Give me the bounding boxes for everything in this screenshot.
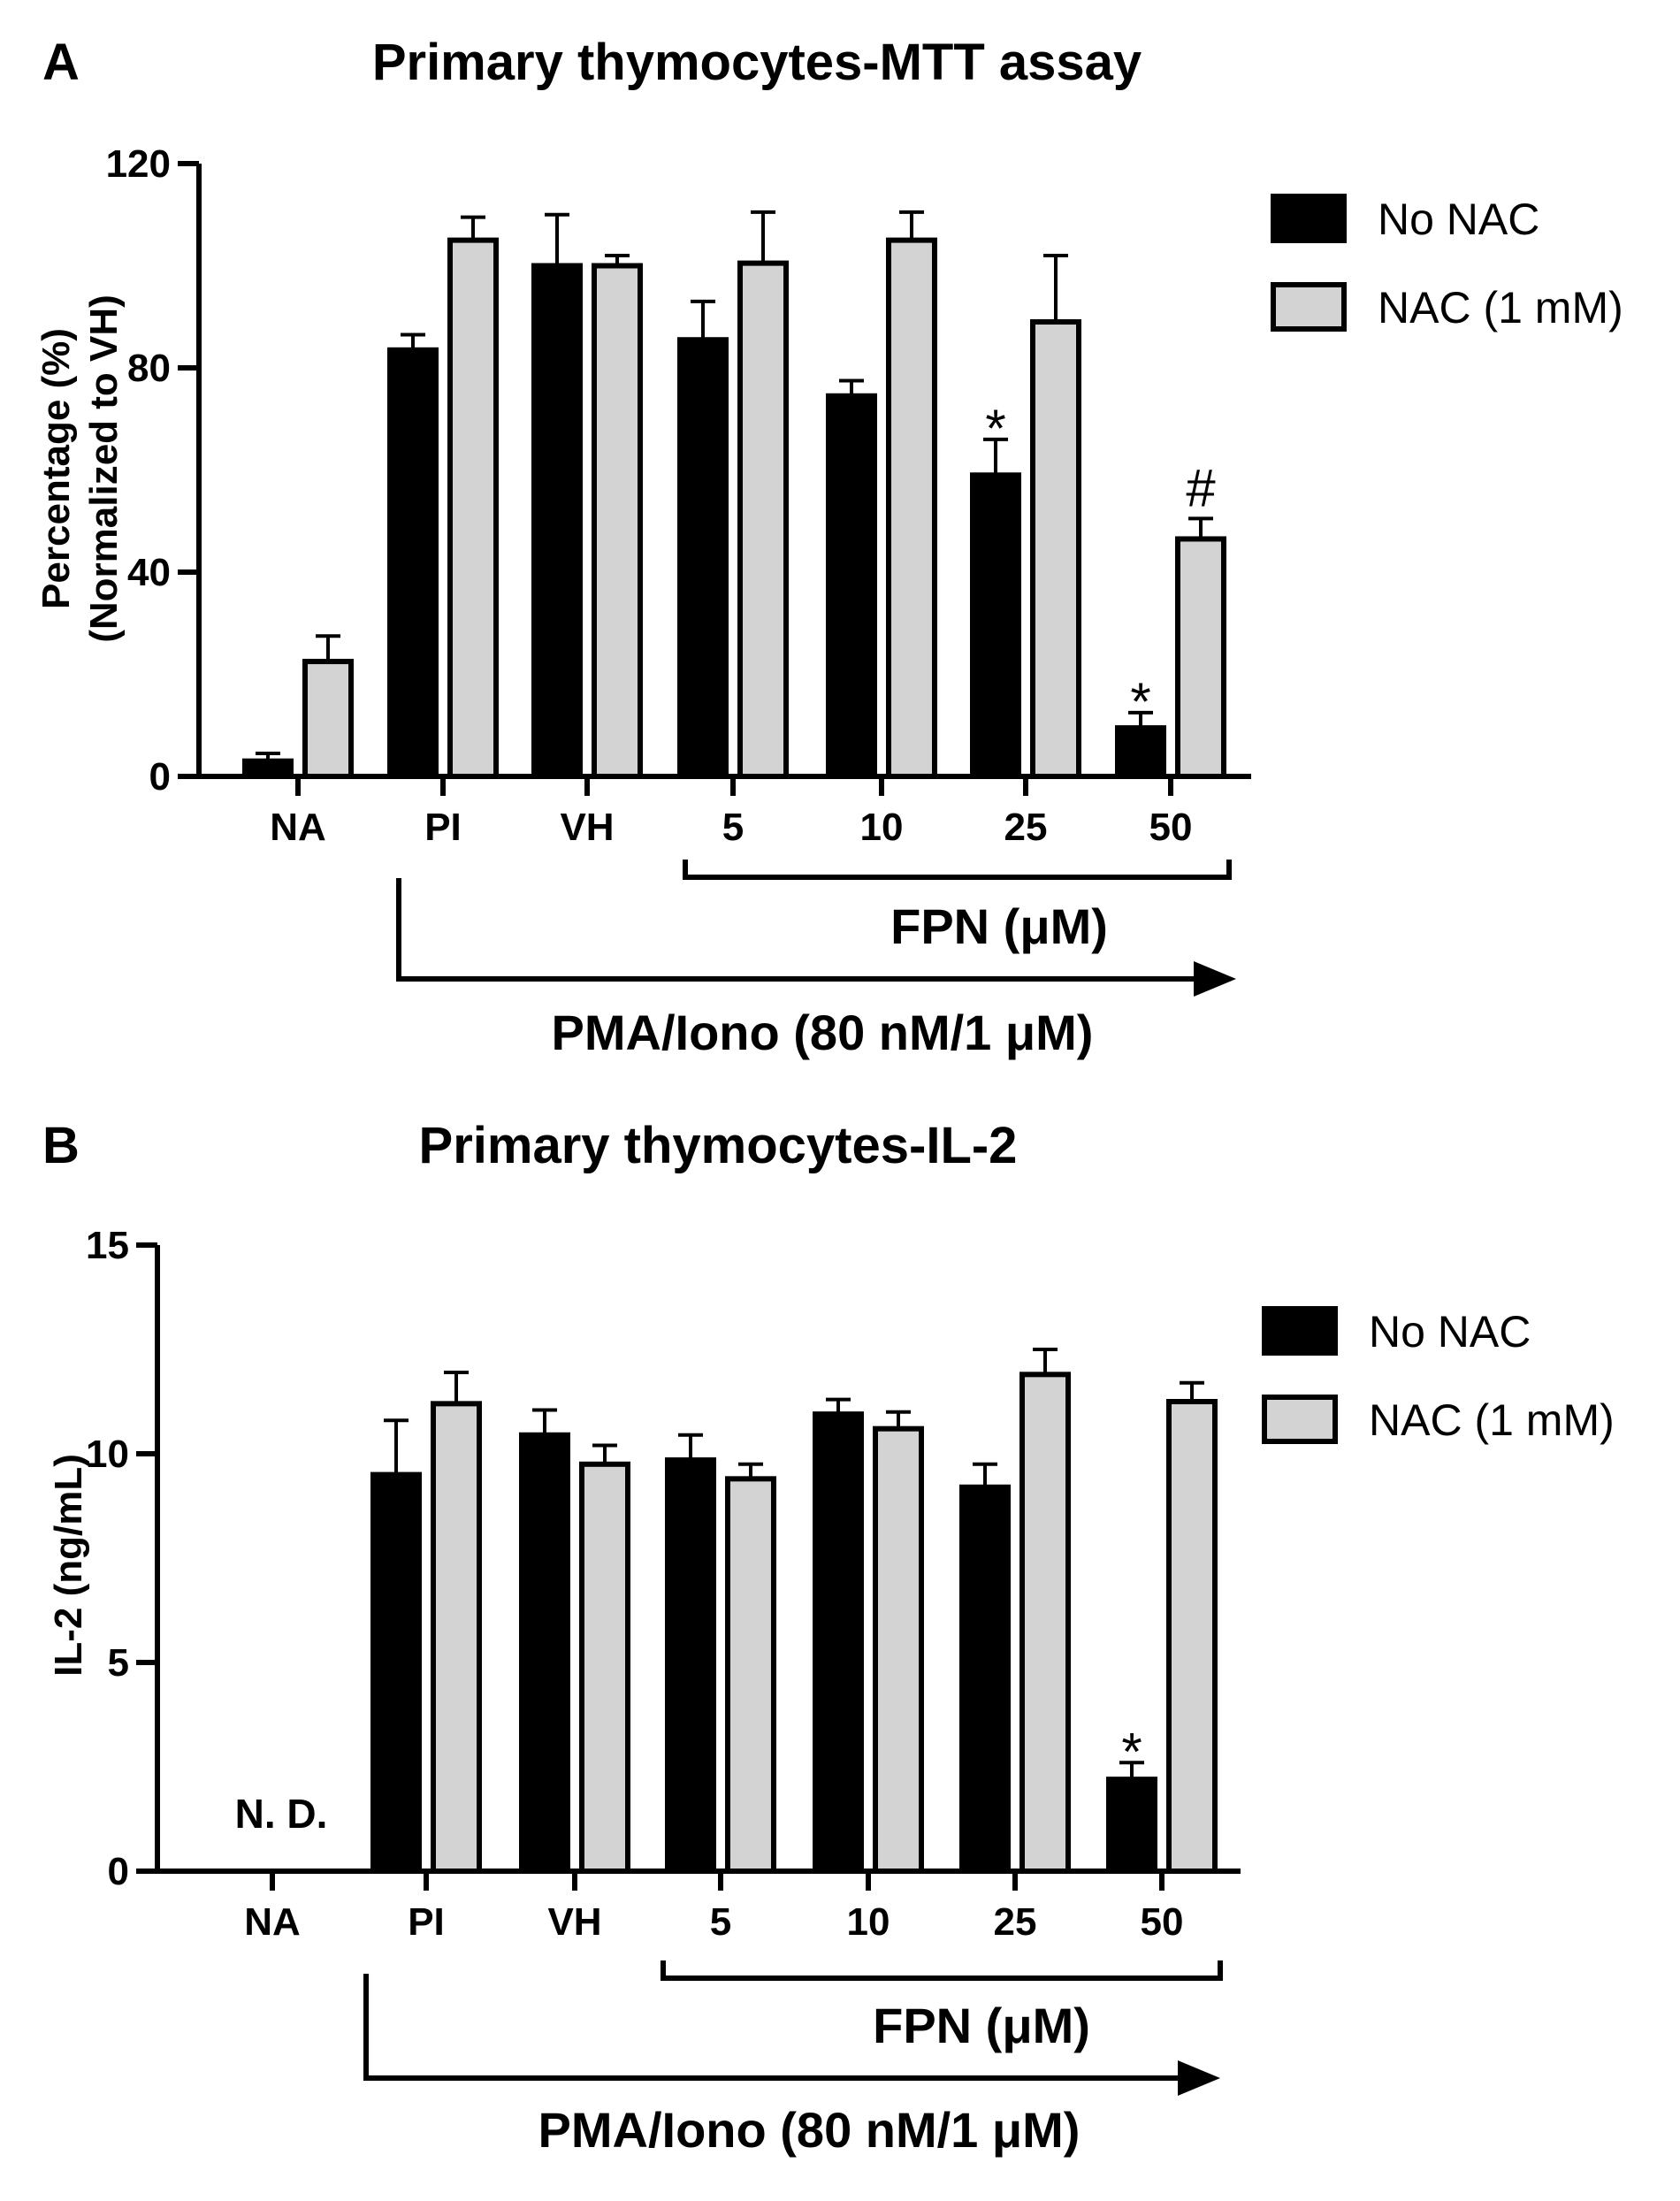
panel-a-bar-no-nac — [531, 263, 583, 779]
panel-a-bar-no-nac — [1115, 725, 1166, 780]
panel-a-bar-nac — [592, 263, 643, 779]
panel-a-legend-label-no-nac: No NAC — [1378, 195, 1539, 244]
panel-b-bar-nac — [1019, 1372, 1071, 1874]
panel-b-legend-swatch-no-nac — [1262, 1306, 1338, 1356]
panel-b-bar-no-nac — [1106, 1777, 1157, 1875]
panel-a-x-tick-label: 25 — [1004, 806, 1048, 849]
panel-a-fpn-label: FPN (μM) — [890, 898, 1108, 954]
panel-a-bar-no-nac — [970, 472, 1021, 780]
panel-a-title: Primary thymocytes-MTT assay — [372, 34, 1142, 91]
panel-a-significance-star: * — [985, 399, 1005, 458]
panel-b-bar-no-nac — [519, 1432, 570, 1874]
panel-b-bar-no-nac — [370, 1471, 422, 1874]
panel-b-title: Primary thymocytes-IL-2 — [419, 1117, 1018, 1174]
panel-b-bar-nac — [873, 1425, 924, 1875]
panel-b-x-tick-label: 50 — [1141, 1900, 1184, 1944]
panel-a-bar-no-nac — [242, 758, 294, 779]
panel-b-x-tick-label: NA — [244, 1900, 301, 1944]
panel-b-x-tick-label: 25 — [994, 1900, 1037, 1944]
panel-a-x-tick-label: VH — [560, 806, 614, 849]
panel-b-y-tick-label: 5 — [108, 1641, 129, 1685]
panel-a-pma-arrow-line — [396, 878, 1201, 982]
panel-a-bar-nac — [302, 659, 354, 779]
panel-b-bar-no-nac — [813, 1411, 864, 1875]
panel-b-pma-arrow-line — [363, 1974, 1185, 2081]
panel-a-y-tick-label: 0 — [149, 755, 171, 799]
panel-b-y-tick-label: 15 — [86, 1224, 129, 1267]
panel-b-pma-label: PMA/Iono (80 nM/1 μM) — [538, 2102, 1081, 2158]
panel-a-x-tick-label: NA — [270, 806, 326, 849]
panel-a-x-tick-label: PI — [424, 806, 462, 849]
panel-a-pma-arrow-head — [1194, 961, 1236, 997]
panel-b-letter: B — [42, 1117, 80, 1174]
panel-b-x-tick-label: 10 — [847, 1900, 890, 1944]
panel-a-y-tick-label: 40 — [127, 551, 171, 594]
panel-a-x-tick-label: 5 — [722, 806, 744, 849]
panel-b-bar-no-nac — [665, 1457, 716, 1874]
panel-b-fpn-label: FPN (μM) — [873, 1998, 1090, 2053]
panel-a-x-tick-label: 50 — [1149, 806, 1193, 849]
panel-a-legend-label-nac: NAC (1 mM) — [1378, 283, 1623, 332]
panel-a-y-tick-label: 120 — [106, 142, 171, 186]
panel-b-nd-label: N. D. — [235, 1791, 328, 1837]
panel-a-legend-swatch-nac — [1271, 282, 1347, 332]
panel-a-ylabel-line2: (Normalized to VH) — [82, 294, 126, 643]
panel-a-letter: A — [42, 34, 80, 91]
panel-b-ylabel: IL-2 (ng/mL) — [47, 1454, 90, 1677]
panel-a-bar-nac — [1030, 319, 1081, 779]
panel-b-y-tick-label: 0 — [108, 1850, 129, 1893]
panel-a-bar-nac — [447, 237, 499, 779]
panel-b-significance-star: * — [1121, 1722, 1142, 1781]
panel-a-significance-star: * — [1130, 672, 1150, 731]
panel-a-bar-nac — [886, 237, 937, 779]
panel-a-bar-nac — [1175, 536, 1226, 780]
panel-a-significance-hash: # — [1186, 458, 1216, 517]
panel-a-bar-no-nac — [387, 347, 439, 779]
panel-b-bar-nac — [579, 1461, 630, 1875]
panel-b-pma-arrow-head — [1178, 2060, 1220, 2096]
panel-b-x-tick-label: VH — [547, 1900, 601, 1944]
panel-b-legend-label-nac: NAC (1 mM) — [1369, 1395, 1615, 1445]
panel-a-fpn-bracket — [683, 860, 1232, 880]
panel-b-bar-nac — [1166, 1399, 1218, 1874]
panel-b-bar-no-nac — [959, 1484, 1011, 1874]
panel-b-y-tick-label: 10 — [86, 1433, 129, 1476]
panel-b-legend-swatch-nac — [1262, 1395, 1338, 1444]
panel-a-ylabel-line1: Percentage (%) — [34, 328, 78, 609]
panel-b-fpn-bracket — [661, 1960, 1223, 1981]
panel-a-bar-no-nac — [677, 337, 729, 779]
panel-a-y-tick-label: 80 — [127, 347, 171, 390]
panel-a-legend-swatch-no-nac — [1271, 194, 1347, 243]
panel-a-bar-nac — [737, 260, 789, 779]
panel-a-pma-label: PMA/Iono (80 nM/1 μM) — [552, 1005, 1094, 1060]
panel-b-bar-nac — [725, 1476, 776, 1874]
panel-a-bar-no-nac — [826, 393, 877, 779]
panel-b-bar-nac — [431, 1401, 482, 1874]
panel-a-x-tick-label: 10 — [860, 806, 904, 849]
panel-b-x-tick-label: 5 — [710, 1900, 731, 1944]
panel-b-x-tick-label: PI — [408, 1900, 445, 1944]
panel-b-legend-label-no-nac: No NAC — [1369, 1307, 1531, 1357]
